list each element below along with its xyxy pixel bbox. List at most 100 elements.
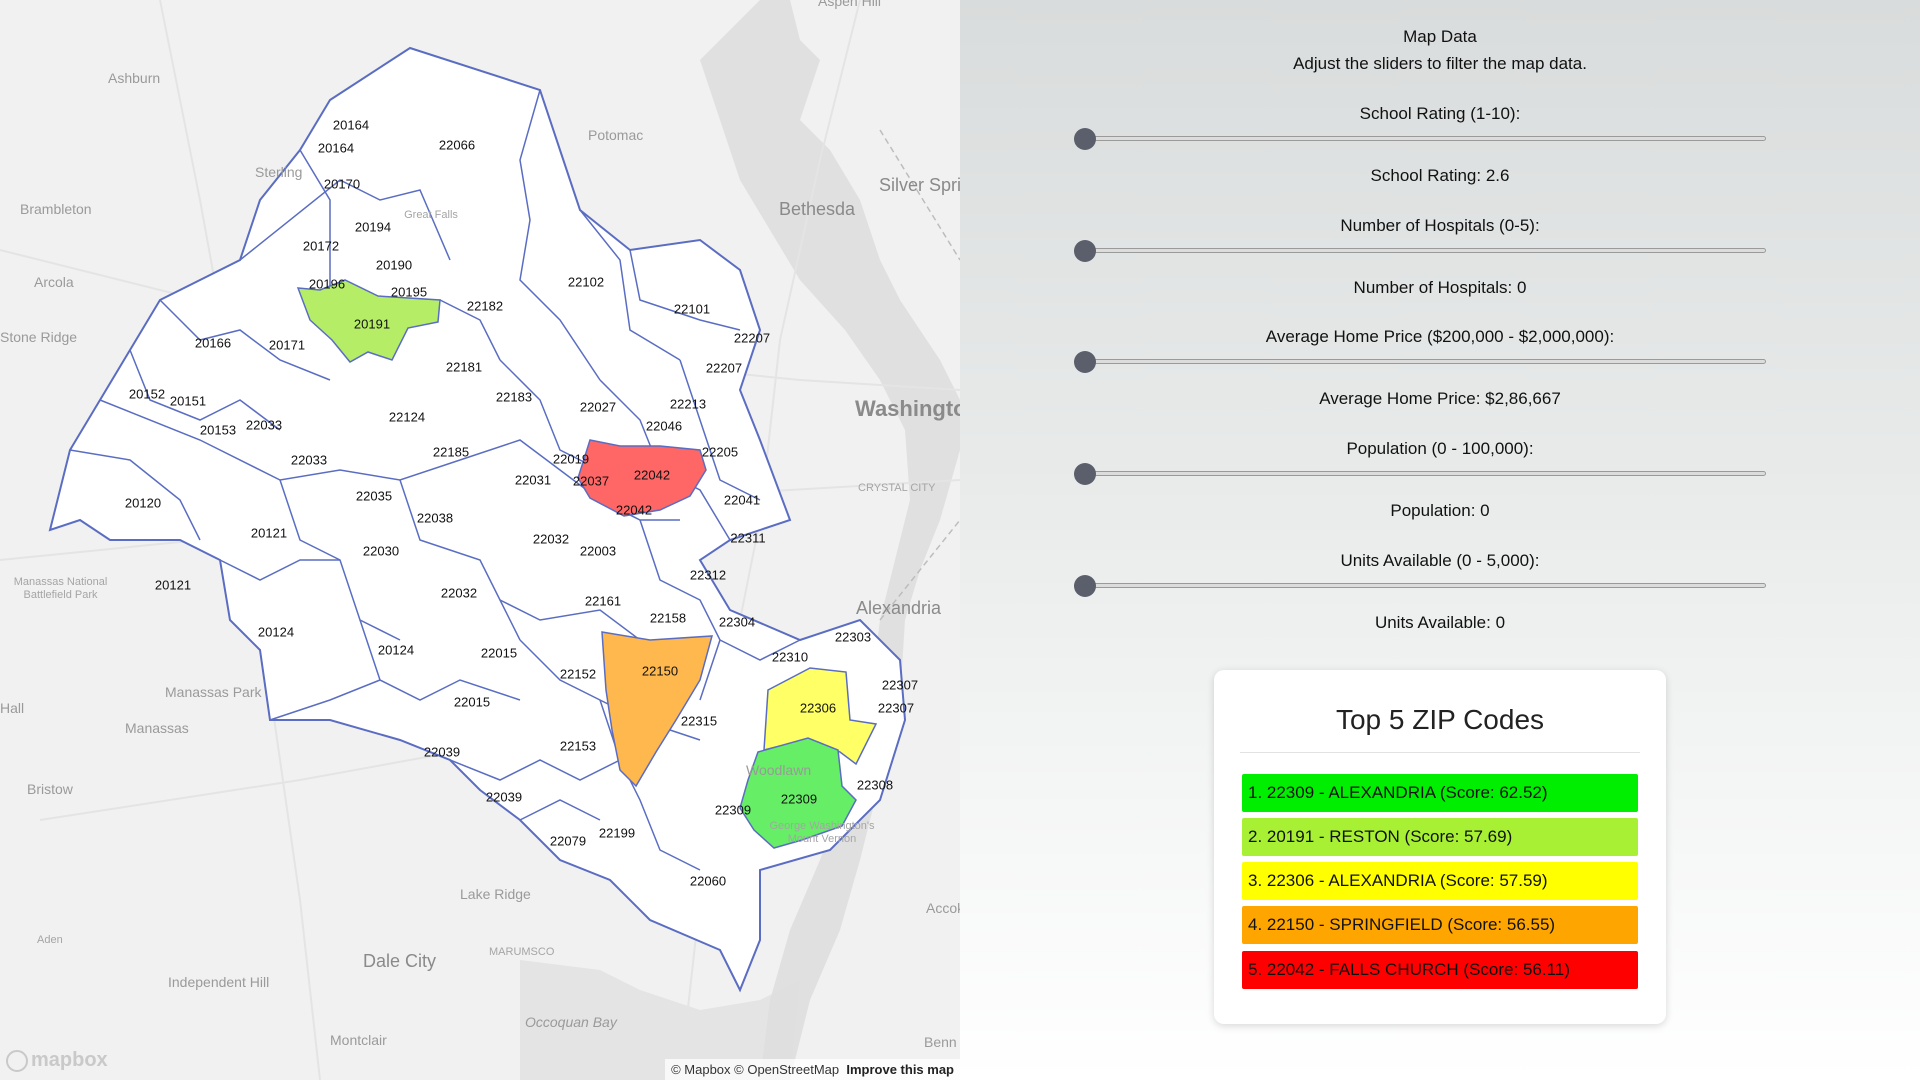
zip-label: 20172 [302,238,340,254]
zip-label: 22102 [567,274,605,290]
zip-label: 20151 [169,393,207,409]
place-label: Bristow [27,781,73,797]
hospitals-slider[interactable] [1074,239,1766,263]
home-price-slider[interactable] [1074,350,1766,374]
zip-label: 22030 [362,543,400,559]
attribution-copyright[interactable]: © Mapbox © OpenStreetMap [671,1062,840,1077]
zip-label: 22182 [466,298,504,314]
place-label: Dale City [363,951,437,971]
zip-label: 22032 [532,531,570,547]
units-available-slider[interactable] [1074,574,1766,598]
place-label: Brambleton [20,201,92,217]
panel-title: Map Data [1403,27,1477,46]
zip-label: 22019 [552,451,590,467]
improve-map-link[interactable]: Improve this map [846,1062,954,1077]
slider-thumb[interactable] [1074,575,1096,597]
map-attribution: © Mapbox © OpenStreetMap Improve this ma… [665,1059,960,1080]
zip-label: 22035 [355,488,393,504]
zip-label: 20152 [128,386,166,402]
school-rating-value: School Rating: 2.6 [1370,166,1510,185]
zip-label: 22037 [572,473,610,489]
zip-label: 22306 [799,700,837,716]
zip-label: 22042 [615,502,653,518]
slider-track[interactable] [1085,583,1766,588]
slider-track[interactable] [1085,471,1766,476]
zip-label: 20170 [323,176,361,192]
population-slider[interactable] [1074,462,1766,486]
place-label: CRYSTAL CITY [858,482,936,494]
place-label: Independent Hill [168,974,270,990]
place-label: Ashburn [108,70,161,86]
place-label: George Washington's Mount Vernon [769,820,875,845]
zip-label: 22079 [549,833,587,849]
zip-label: 22207 [705,360,743,376]
zip-label: 22101 [673,301,711,317]
place-label: Stone Ridge [0,329,78,345]
zip-label: 20171 [268,337,306,353]
population-label: Population (0 - 100,000): [1346,439,1534,458]
zip-label: 22183 [495,389,533,405]
zip-area-22150[interactable] [601,631,713,788]
slider-track[interactable] [1085,136,1766,141]
place-label: Washington [855,396,960,421]
top-zip-item[interactable]: 3. 22306 - ALEXANDRIA (Score: 57.59) [1242,862,1638,900]
zip-label: 20153 [199,422,237,438]
zip-label: 22307 [881,677,919,693]
slider-thumb[interactable] [1074,240,1096,262]
zip-label: 20120 [124,495,162,511]
zip-label: 22150 [641,663,679,679]
place-label: Arcola [34,274,74,290]
place-label: Manassas [125,720,189,736]
top-zip-item[interactable]: 4. 22150 - SPRINGFIELD (Score: 56.55) [1242,906,1638,944]
place-label: Accok [926,900,960,916]
zip-label: 22033 [245,417,283,433]
zip-area-22042[interactable] [577,439,707,517]
zip-label: 22303 [834,629,872,645]
divider [1240,752,1640,753]
place-label: Woodlawn [746,762,812,778]
zip-label: 20196 [308,276,346,292]
panel-subtitle: Adjust the sliders to filter the map dat… [1293,54,1587,73]
zip-label: 22185 [432,444,470,460]
slider-thumb[interactable] [1074,128,1096,150]
zip-label: 22027 [579,399,617,415]
top-zip-codes-card: Top 5 ZIP Codes 1. 22309 - ALEXANDRIA (S… [1214,670,1666,1024]
place-label: Potomac [588,127,644,143]
map[interactable]: Ashburn Sterling Brambleton Arcola Stone… [0,0,960,1080]
units-available-value: Units Available: 0 [1374,613,1506,632]
top-zip-item[interactable]: 1. 22309 - ALEXANDRIA (Score: 62.52) [1242,774,1638,812]
zip-label: 22039 [485,789,523,805]
map-canvas[interactable] [0,0,960,1080]
mapbox-logo[interactable]: mapbox [6,1049,108,1072]
zip-label: 22039 [423,744,461,760]
home-price-value: Average Home Price: $2,86,667 [1319,389,1561,408]
zip-label: 20190 [375,257,413,273]
place-label: Occoquan Bay [525,1014,617,1030]
zip-label: 22308 [856,777,894,793]
mapbox-logo-text: mapbox [31,1049,108,1071]
zip-label: 22307 [877,700,915,716]
slider-thumb[interactable] [1074,463,1096,485]
hospitals-value: Number of Hospitals: 0 [1353,278,1527,297]
zip-label: 22015 [453,694,491,710]
slider-thumb[interactable] [1074,351,1096,373]
slider-track[interactable] [1085,248,1766,253]
school-rating-slider[interactable] [1074,127,1766,151]
place-label: Montclair [330,1032,387,1048]
school-rating-label: School Rating (1-10): [1359,104,1521,123]
units-available-label: Units Available (0 - 5,000): [1340,551,1540,570]
top-zip-item[interactable]: 5. 22042 - FALLS CHURCH (Score: 56.11) [1242,951,1638,989]
place-label: Lake Ridge [460,886,531,902]
zip-label: 22310 [771,649,809,665]
zip-label: 22041 [723,492,761,508]
mapbox-icon [6,1049,28,1072]
place-label: Great Falls [404,209,458,221]
zip-area-20191[interactable] [296,279,441,363]
zip-label: 22309 [780,791,818,807]
place-label: MARUMSCO [489,946,555,958]
top-zip-item[interactable]: 2. 20191 - RESTON (Score: 57.69) [1242,818,1638,856]
zip-area-22309[interactable] [739,737,857,849]
zip-label: 22181 [445,359,483,375]
slider-track[interactable] [1085,359,1766,364]
zip-label: 20194 [354,219,392,235]
